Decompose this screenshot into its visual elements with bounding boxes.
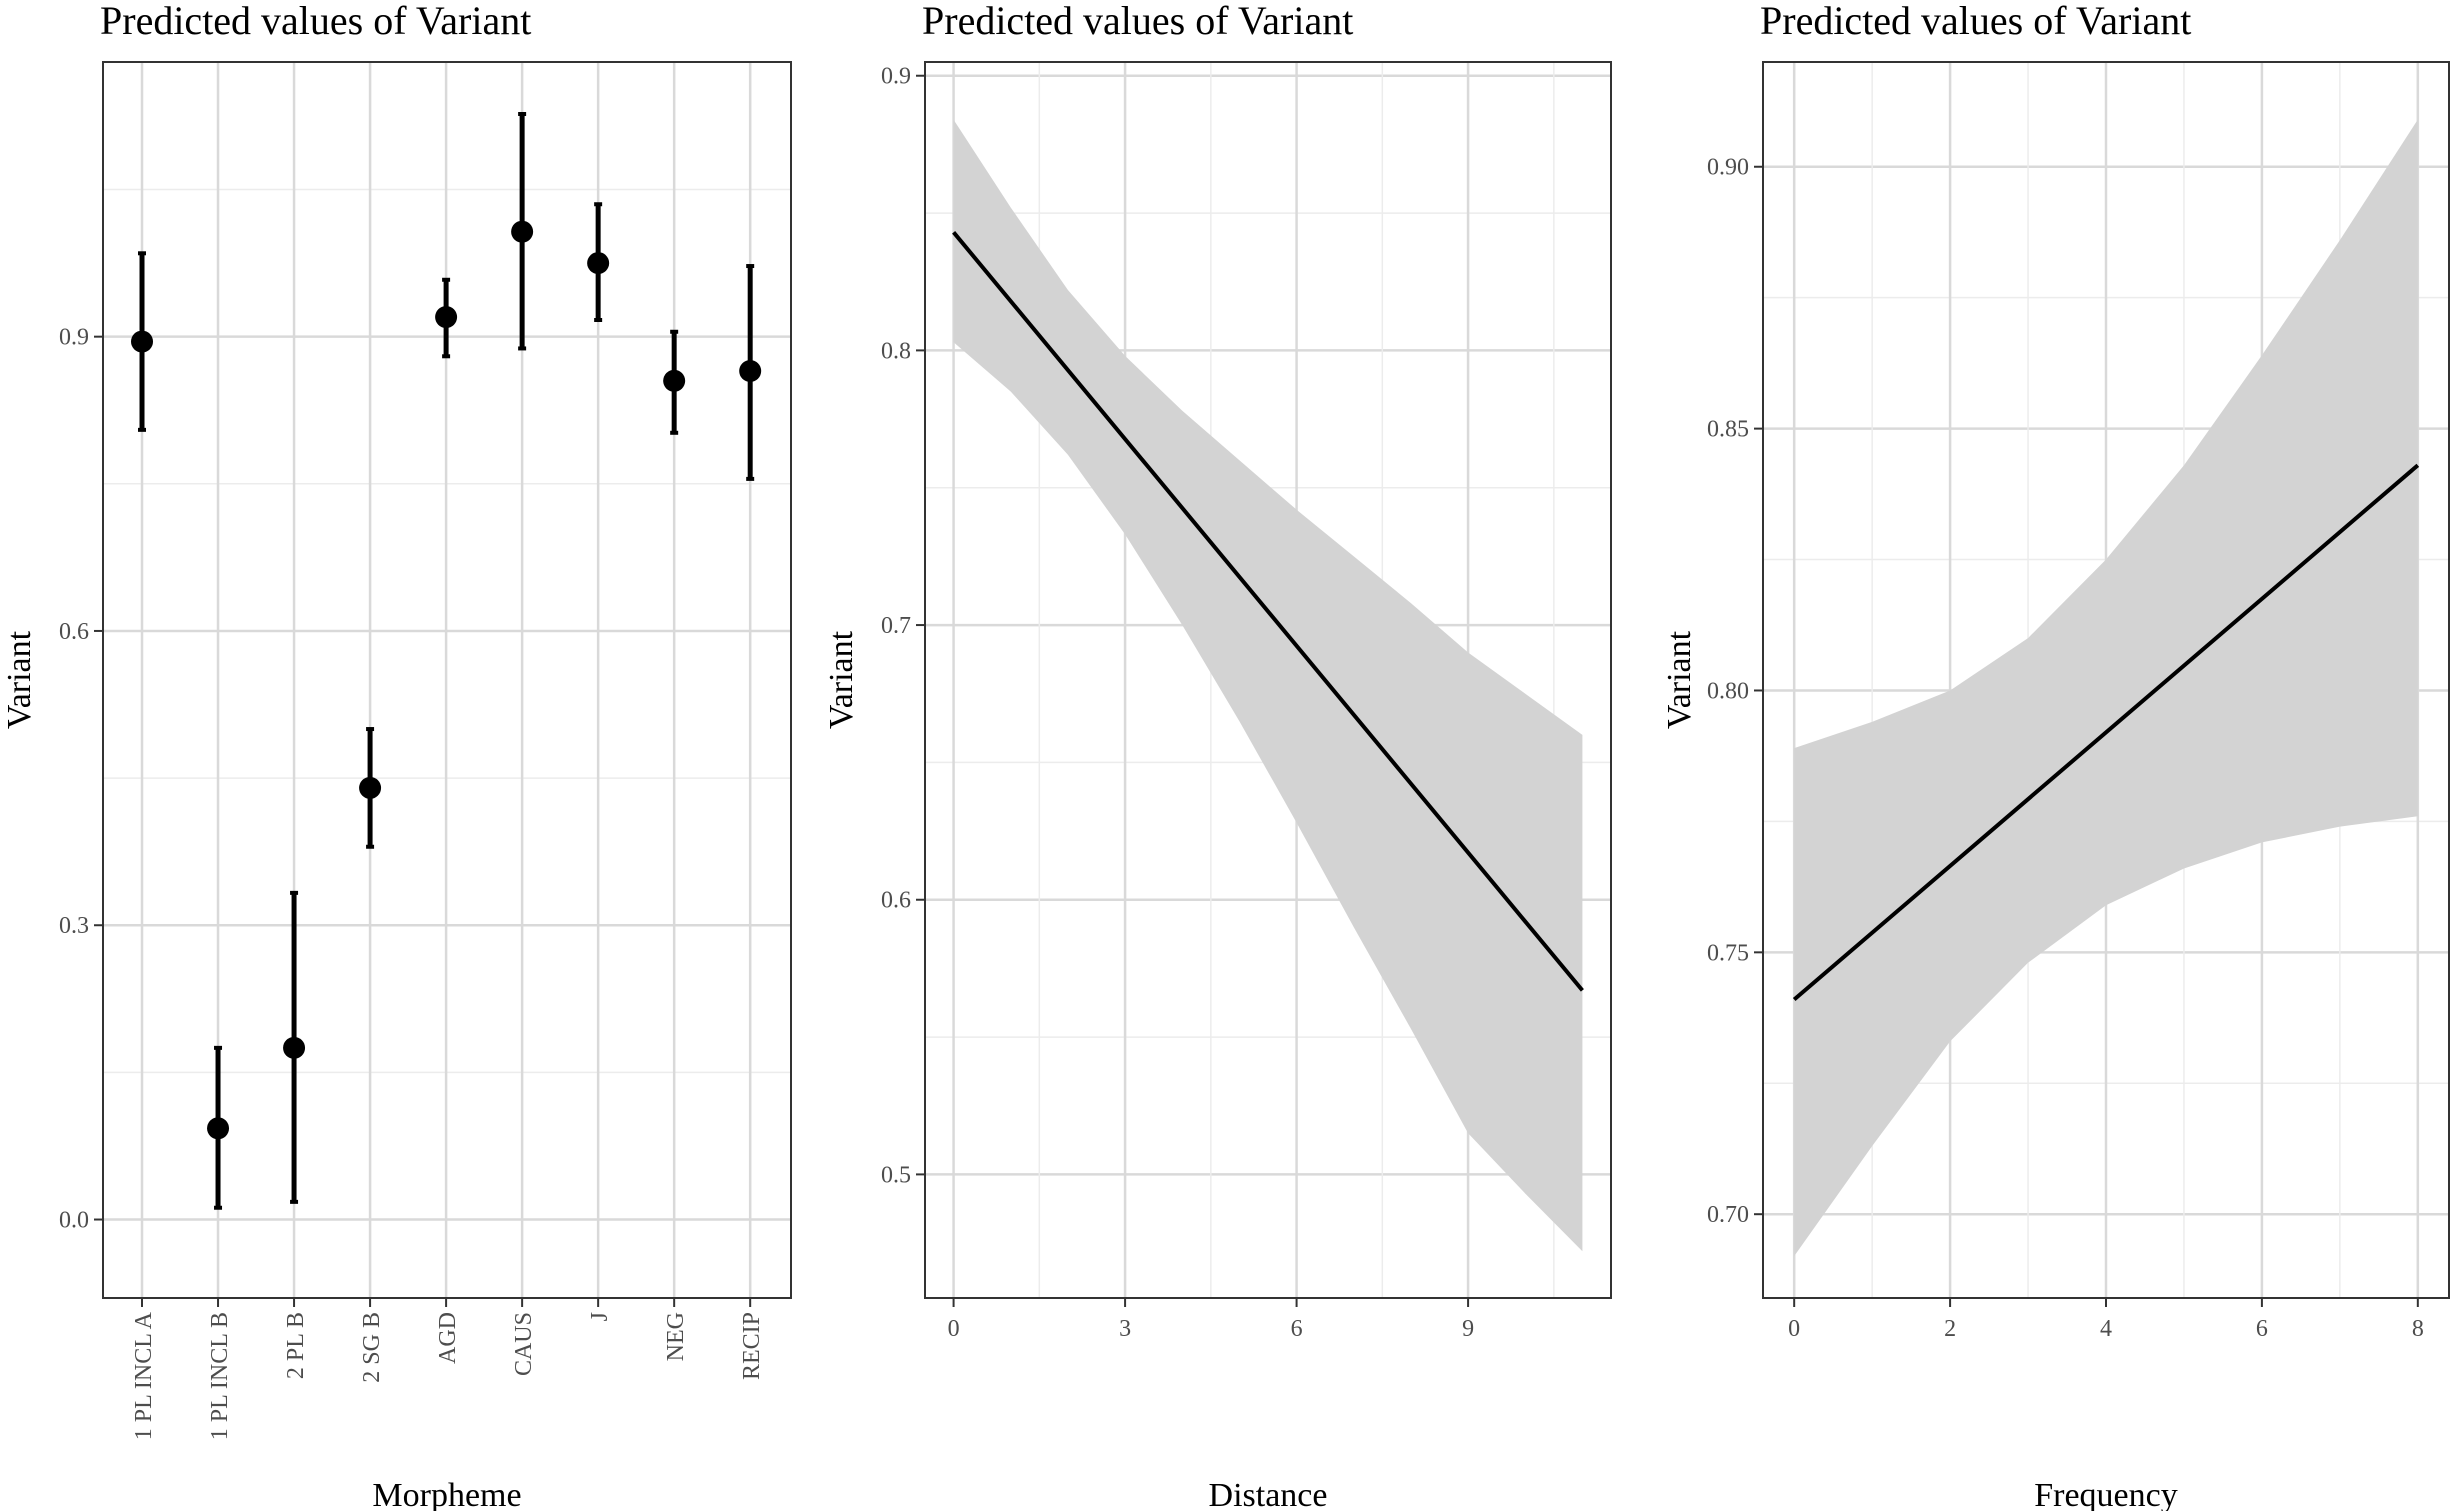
- y-tick-label: 0.6: [59, 619, 89, 645]
- x-tick-label: 1 PL INCL A: [131, 1311, 157, 1440]
- confidence-band: [953, 119, 1583, 1252]
- data-point: [207, 1117, 230, 1140]
- y-tick-label: 0.6: [881, 888, 911, 914]
- y-axis-ticks: 0.0 0.3 0.6 0.9: [59, 325, 103, 1234]
- x-axis-label: Morpheme: [372, 1477, 521, 1511]
- data-point: [663, 369, 686, 392]
- data-point: [283, 1036, 306, 1059]
- data-point: [511, 220, 534, 243]
- data-marks: [952, 119, 1584, 1252]
- data-point: [587, 252, 610, 275]
- data-point: [131, 330, 154, 353]
- x-tick-label: AGD: [435, 1312, 461, 1364]
- x-axis-ticks: 0 3 6 9: [948, 1298, 1474, 1342]
- y-axis-label: Variant: [1661, 630, 1698, 729]
- prediction-line: [952, 231, 1584, 992]
- plot-border: [924, 61, 1612, 1299]
- x-tick-label: 8: [2412, 1316, 2424, 1342]
- x-tick-label: 6: [1291, 1316, 1303, 1342]
- y-tick-label: 0.0: [59, 1208, 89, 1234]
- x-tick-label: CAUS: [511, 1312, 537, 1376]
- y-tick-label: 0.8: [881, 338, 911, 364]
- x-tick-label: RECIP: [739, 1312, 765, 1380]
- data-marks: [131, 111, 762, 1210]
- x-tick-label: 3: [1119, 1316, 1131, 1342]
- x-axis-ticks: 0 2 4 6 8: [1788, 1298, 2424, 1342]
- x-tick-label: 2 SG B: [359, 1312, 385, 1383]
- x-tick-label: 0: [948, 1316, 960, 1342]
- x-tick-label: 2 PL B: [283, 1312, 309, 1379]
- y-tick-label: 0.85: [1707, 417, 1749, 443]
- y-tick-label: 0.5: [881, 1162, 911, 1188]
- x-tick-label: 4: [2100, 1316, 2112, 1342]
- prediction-line: [1792, 463, 2420, 1002]
- x-tick-label: 1 PL INCL B: [207, 1312, 233, 1440]
- confidence-band: [1794, 119, 2418, 1257]
- y-tick-label: 0.3: [59, 913, 89, 939]
- y-tick-label: 0.9: [59, 325, 89, 351]
- x-tick-label: NEG: [663, 1312, 689, 1361]
- y-axis-ticks: 0.5 0.6 0.7 0.8 0.9: [881, 64, 925, 1188]
- y-tick-label: 0.7: [881, 613, 911, 639]
- panel-title: Predicted values of Variant: [100, 0, 531, 43]
- y-tick-label: 0.90: [1707, 155, 1749, 181]
- panel-title: Predicted values of Variant: [1760, 0, 2191, 43]
- x-axis-label: Distance: [1209, 1477, 1328, 1511]
- y-axis-ticks: 0.70 0.75 0.80 0.85 0.90: [1707, 155, 1763, 1228]
- data-point: [435, 306, 458, 329]
- x-axis-label: Frequency: [2034, 1477, 2178, 1511]
- y-tick-label: 0.80: [1707, 678, 1749, 704]
- data-marks: [1792, 119, 2420, 1257]
- x-axis-ticks: 1 PL INCL A 1 PL INCL B 2 PL B 2 SG B AGD CAU…: [131, 1298, 765, 1440]
- y-tick-label: 0.9: [881, 64, 911, 90]
- data-point: [739, 360, 762, 382]
- y-axis-label: Variant: [1, 630, 38, 729]
- y-axis-label: Variant: [823, 630, 860, 729]
- y-tick-label: 0.70: [1707, 1202, 1749, 1228]
- y-tick-label: 0.75: [1707, 940, 1749, 966]
- data-point: [359, 776, 382, 799]
- x-tick-label: 0: [1788, 1316, 1800, 1342]
- x-tick-label: 2: [1944, 1316, 1956, 1342]
- x-tick-label: 9: [1462, 1316, 1474, 1342]
- panel-title: Predicted values of Variant: [922, 0, 1353, 43]
- x-tick-label: 6: [2256, 1316, 2268, 1342]
- x-tick-label: J: [587, 1312, 613, 1321]
